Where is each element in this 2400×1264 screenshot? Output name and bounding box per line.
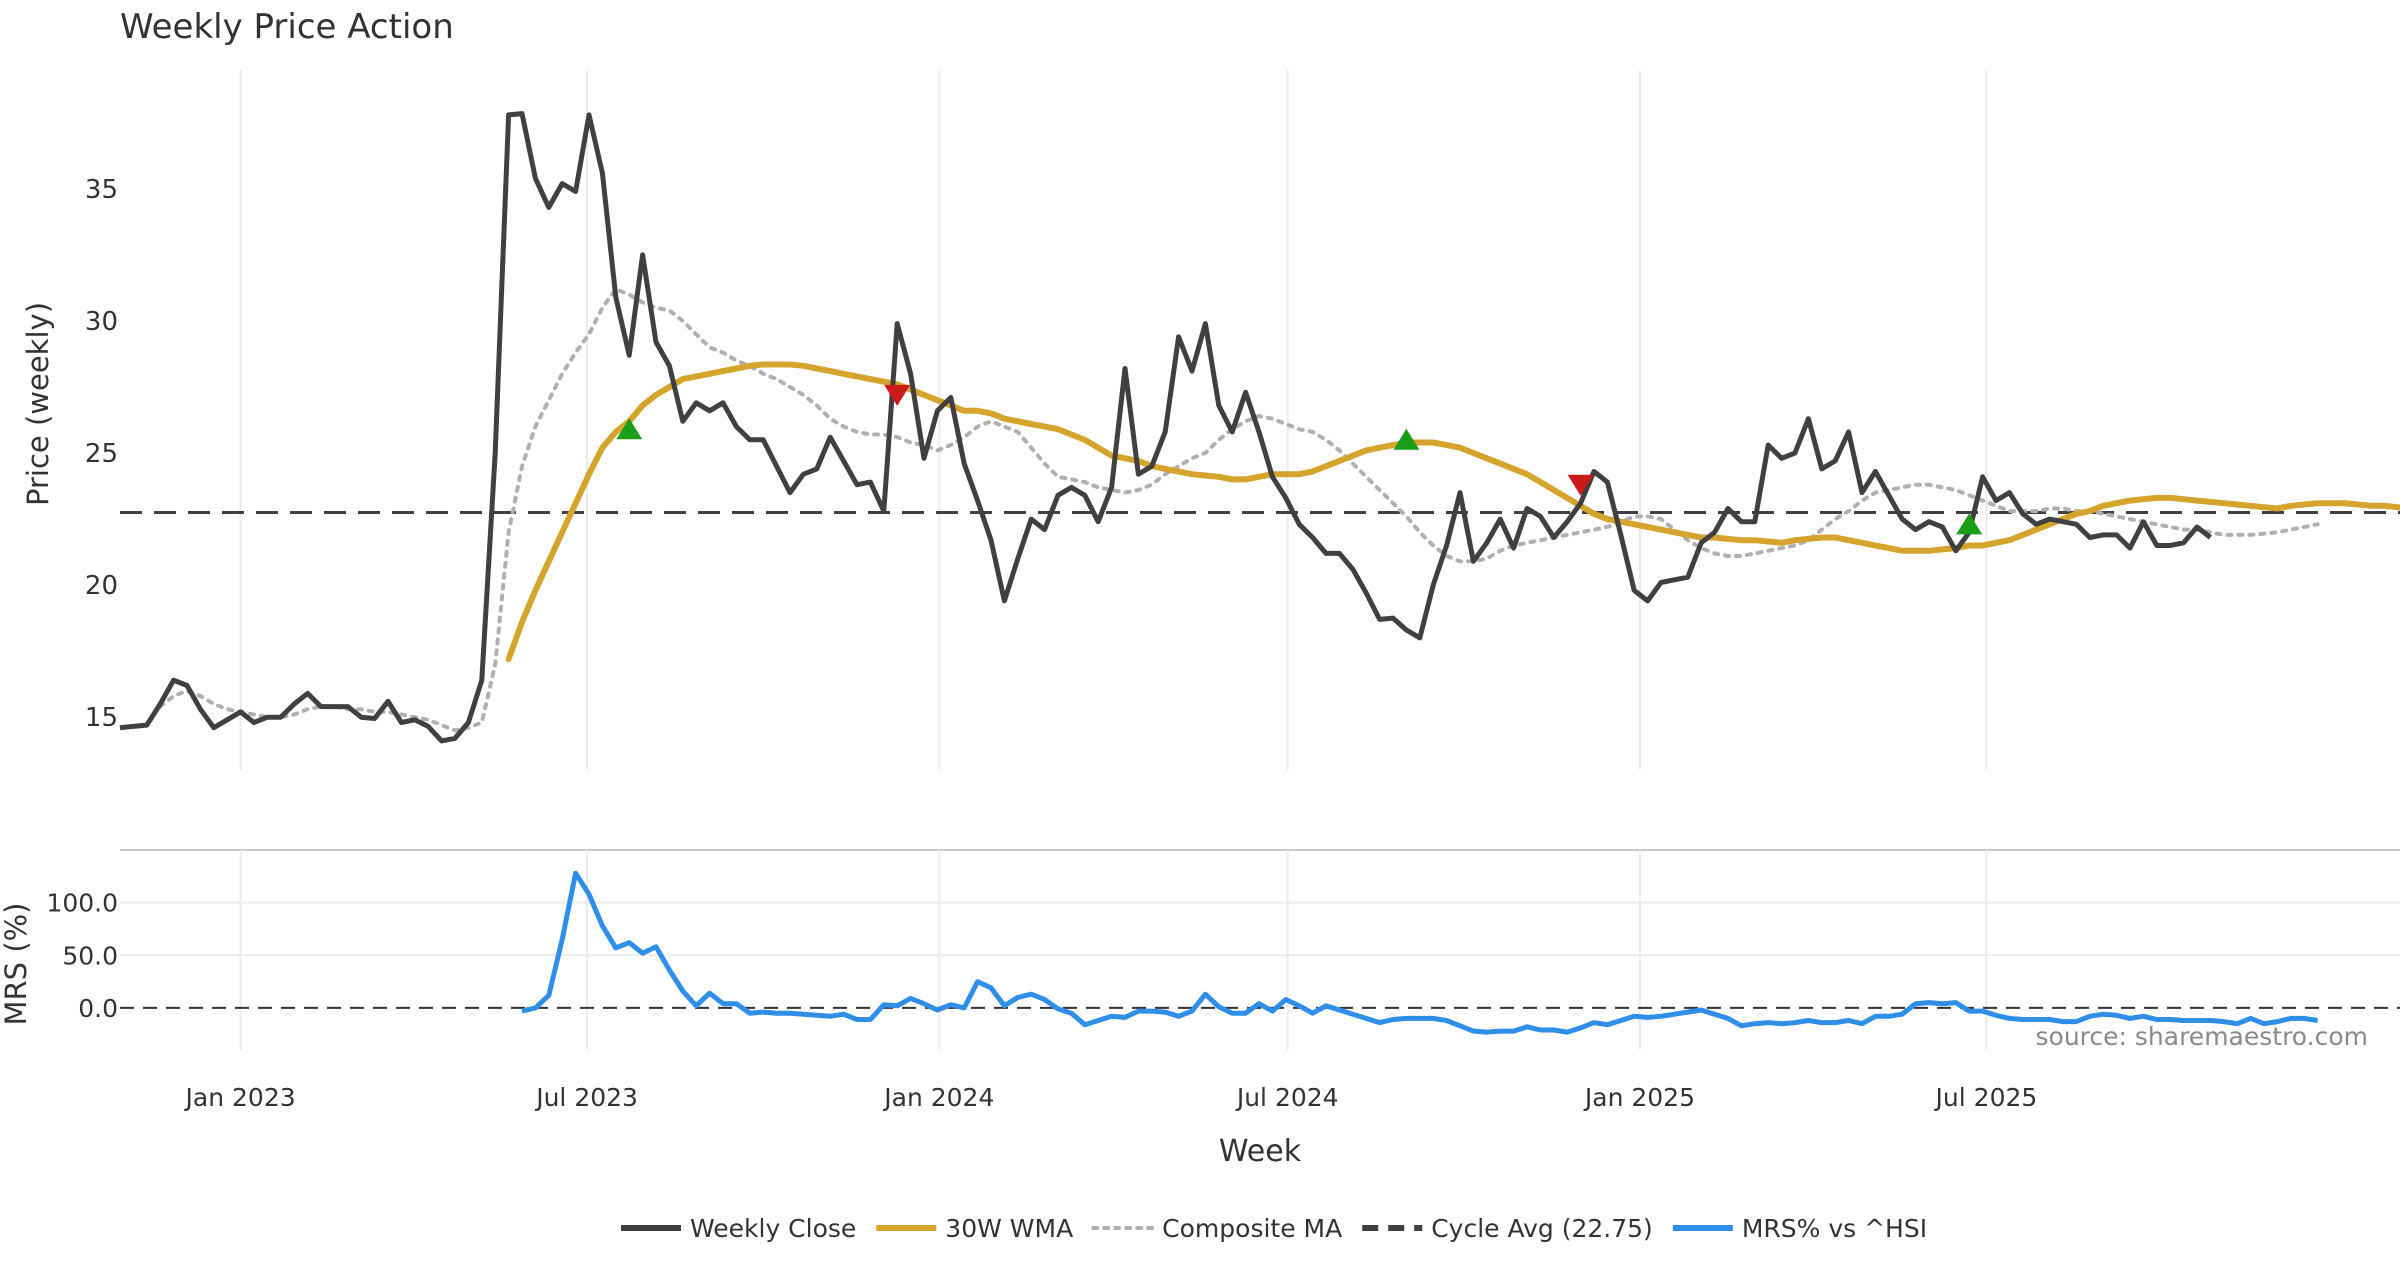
mrs-y-ticks: 0.0 50.0 100.0: [46, 889, 2400, 1023]
sell-signal-marker: [884, 384, 911, 406]
x-tick-label: Jul 2025: [1934, 1083, 2038, 1112]
legend-item-comp: Composite MA: [1091, 1214, 1342, 1243]
mrs-panel: 0.0 50.0 100.0 MRS (%) source: sharemaestr…: [0, 850, 2400, 1051]
composite-ma-line: [158, 286, 2320, 733]
mrs-vertical-gridlines: [239, 850, 1988, 1050]
buy-signal-marker: [1393, 428, 1420, 450]
legend-item-cycle: Cycle Avg (22.75): [1362, 1214, 1653, 1243]
mrs-y-tick-label: 50.0: [62, 941, 118, 970]
legend-label-comp: Composite MA: [1162, 1214, 1342, 1243]
x-tick-label: Jan 2024: [882, 1083, 994, 1112]
wma-30w-line: [505, 361, 2400, 663]
legend-label-mrs: MRS% vs ^HSI: [1742, 1214, 1927, 1243]
buy-signal-marker: [1956, 513, 1983, 535]
mrs-y-tick-label: 0.0: [78, 994, 118, 1023]
signal-markers: [616, 384, 1983, 535]
source-note: source: sharemaestro.com: [2036, 1022, 2369, 1051]
x-tick-label: Jul 2023: [534, 1083, 638, 1112]
price-y-tick-label: 35: [85, 175, 118, 205]
x-tick-label: Jan 2025: [1583, 1083, 1695, 1112]
x-axis-label: Week: [1219, 1134, 1302, 1169]
price-y-tick-label: 30: [85, 307, 118, 337]
legend-item-mrs: MRS% vs ^HSI: [1672, 1214, 1927, 1243]
price-panel: 15 20 25 30 35 Price (weekly): [21, 70, 2400, 770]
buy-signal-marker: [616, 418, 643, 440]
legend-label-close: Weekly Close: [690, 1214, 856, 1243]
mrs-vs-hsi-line: [521, 870, 2318, 1035]
x-tick-label: Jan 2023: [184, 1083, 296, 1112]
legend-label-cycle: Cycle Avg (22.75): [1431, 1214, 1653, 1243]
price-y-tick-label: 20: [85, 571, 118, 601]
legend-item-close: Weekly Close: [621, 1214, 856, 1243]
sell-signal-marker: [1567, 474, 1594, 496]
price-y-tick-label: 15: [85, 703, 118, 733]
legend-item-wma: 30W WMA: [876, 1214, 1073, 1243]
mrs-y-tick-label: 100.0: [46, 889, 118, 918]
weekly-close-line: [119, 111, 2212, 744]
x-tick-labels: Jan 2023 Jul 2023 Jan 2024 Jul 2024 Jan 2025…: [184, 1083, 2038, 1112]
price-y-ticks: 15 20 25 30 35: [85, 175, 118, 733]
legend-label-wma: 30W WMA: [945, 1214, 1073, 1243]
chart-title: Weekly Price Action: [120, 7, 454, 47]
price-y-axis-label: Price (weekly): [21, 302, 55, 506]
legend: Weekly Close 30W WMA Composite MA Cycle Avg…: [621, 1214, 1927, 1243]
price-y-tick-label: 25: [85, 439, 118, 469]
mrs-y-axis-label: MRS (%): [0, 903, 33, 1026]
x-tick-label: Jul 2024: [1235, 1083, 1339, 1112]
price-vertical-gridlines: [239, 70, 1988, 770]
